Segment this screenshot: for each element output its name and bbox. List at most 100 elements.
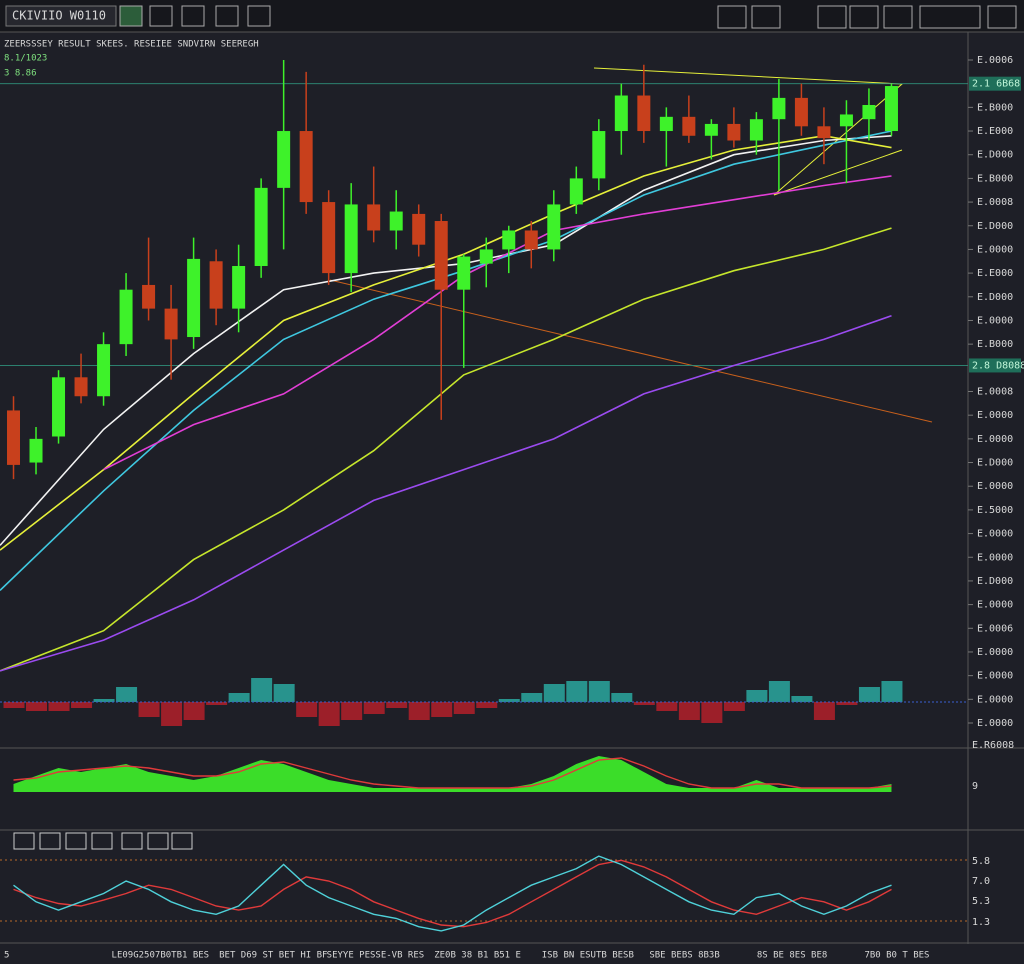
trend-line	[329, 279, 933, 423]
button[interactable]	[13, 832, 35, 850]
x-tick-label: 7B0 B0 T BES	[864, 951, 929, 961]
candle-body	[209, 261, 223, 309]
x-tick-label: ZE0B 38 B1 B51 E	[434, 951, 521, 961]
icon[interactable]	[119, 5, 143, 27]
legend-text: ZEERSSSEY RESULT SKEES. RESEIEE SNDVIRN …	[4, 40, 259, 50]
histogram-bar	[431, 702, 453, 717]
histogram-bar	[408, 702, 430, 720]
histogram-bar	[836, 702, 858, 705]
candle-body	[479, 249, 493, 264]
candle-body	[277, 131, 291, 188]
candle-body	[232, 266, 246, 309]
price-tag-label: 2.8 D8088	[972, 360, 1024, 371]
button[interactable]	[39, 832, 61, 850]
histogram-bar	[386, 702, 408, 708]
button[interactable]	[121, 832, 143, 850]
icon[interactable]	[181, 5, 205, 27]
price-tag	[969, 76, 1021, 91]
candle-body	[367, 204, 381, 231]
icon[interactable]	[883, 5, 913, 29]
legend-value: 3 8.86	[4, 69, 37, 79]
button[interactable]	[91, 832, 113, 850]
candle-body	[614, 95, 628, 132]
histogram-bar	[273, 684, 295, 702]
y-tick-label: E.D000	[977, 458, 1013, 469]
panel-label: 9	[972, 781, 978, 792]
y-tick-label: E.0000	[977, 552, 1013, 563]
y-tick-label: E.0000	[977, 434, 1013, 445]
candle-body	[772, 97, 786, 120]
y-tick-label: E.0006	[977, 55, 1013, 66]
symbol-box[interactable]	[5, 5, 117, 27]
y-tick-label: E.0000	[977, 529, 1013, 540]
icon[interactable]	[149, 5, 173, 27]
histogram-bar	[161, 702, 183, 726]
signal-line	[13, 757, 892, 789]
icon[interactable]	[919, 5, 981, 29]
y-tick-label: E.D000	[977, 221, 1013, 232]
candle-body	[52, 377, 66, 437]
app-title: CKIVIIO W0110	[12, 9, 106, 23]
y-tick-label: E.B000	[977, 102, 1013, 113]
histogram-bar	[723, 702, 745, 711]
candle-body	[7, 410, 21, 465]
candle-body	[164, 308, 178, 340]
oscillator-area	[13, 756, 892, 792]
candle-body	[794, 97, 808, 127]
histogram-bar	[206, 702, 228, 705]
candle-body	[187, 258, 201, 338]
histogram-bar	[858, 687, 880, 702]
histogram-bar	[228, 693, 250, 702]
histogram-bar	[521, 693, 543, 702]
button[interactable]	[147, 832, 169, 850]
icon[interactable]	[817, 5, 847, 29]
toolbar-icons-right	[717, 5, 1017, 29]
histogram-bar	[656, 702, 678, 711]
candle-body	[547, 204, 561, 250]
histogram-bar	[566, 681, 588, 702]
panel-label: 7.0	[972, 876, 990, 887]
icon[interactable]	[247, 5, 271, 27]
button[interactable]	[171, 832, 193, 850]
histogram-bar	[633, 702, 655, 705]
candle-body	[322, 202, 336, 274]
moving-average	[0, 227, 892, 672]
oscillator-line	[13, 855, 892, 932]
histogram-bar	[138, 702, 160, 717]
icon[interactable]	[717, 5, 747, 29]
candle-body	[97, 344, 111, 397]
histogram-bar	[296, 702, 318, 717]
icon[interactable]	[849, 5, 879, 29]
candle-body	[749, 119, 763, 141]
icon[interactable]	[751, 5, 781, 29]
histogram-bar	[813, 702, 835, 720]
candle-body	[74, 377, 88, 397]
y-tick-label: E.0000	[977, 694, 1013, 705]
y-tick-label: E.0000	[977, 600, 1013, 611]
icon[interactable]	[987, 5, 1017, 29]
candle-body	[704, 123, 718, 136]
histogram-bar	[26, 702, 48, 711]
y-tick-label: E.0006	[977, 623, 1013, 634]
candle-body	[862, 104, 876, 120]
candle-body	[817, 126, 831, 139]
panel-label: 5.8	[972, 856, 990, 867]
candle-body	[592, 131, 606, 179]
y-tick-label: E.E000	[977, 268, 1013, 279]
histogram-bar	[701, 702, 723, 723]
candle-body	[434, 221, 448, 290]
icon[interactable]	[215, 5, 239, 27]
histogram-bar	[476, 702, 498, 708]
x-tick-label: BET D69 ST BET HI BF	[219, 951, 327, 961]
histogram-bar	[318, 702, 340, 726]
histogram-bar	[791, 696, 813, 702]
candle-body	[29, 438, 43, 463]
histogram-bar	[3, 702, 25, 708]
y-tick-label: E.D000	[977, 292, 1013, 303]
candle-body	[727, 123, 741, 141]
histogram-bar	[746, 690, 768, 702]
y-tick-label: E.0000	[977, 244, 1013, 255]
button[interactable]	[65, 832, 87, 850]
toolbar-icons-left	[119, 5, 271, 27]
